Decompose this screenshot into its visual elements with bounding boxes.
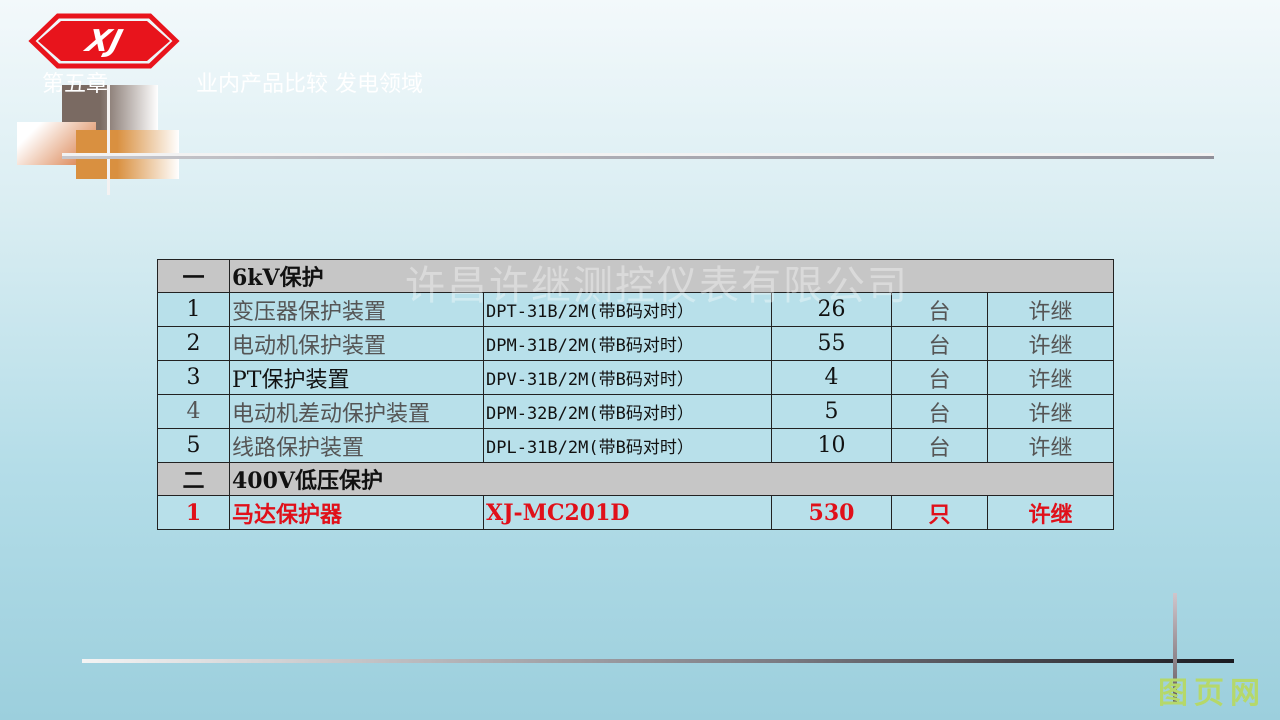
section-number: 一 (157, 259, 230, 293)
site-watermark: 图页网 (1158, 676, 1266, 711)
manufacturer: 许继 (987, 495, 1114, 530)
product-name: 线路保护装置 (229, 428, 484, 463)
row-number: 5 (157, 428, 230, 463)
product-model: DPV-31B/2M(带B码对时） (483, 360, 772, 395)
decor-line (107, 85, 110, 195)
unit: 台 (891, 360, 988, 395)
divider-shadow (62, 156, 1214, 159)
product-name: 马达保护器 (229, 495, 484, 530)
product-name: 电动机保护装置 (229, 326, 484, 361)
row-number: 4 (157, 394, 230, 429)
manufacturer: 许继 (987, 394, 1114, 429)
table-row: 1 变压器保护装置 DPT-31B/2M(带B码对时） 26 台 许继 (157, 292, 1114, 327)
section-title: 6kV保护 (229, 259, 1114, 293)
product-name: 电动机差动保护装置 (229, 394, 484, 429)
table-row: 5 线路保护装置 DPL-31B/2M(带B码对时） 10 台 许继 (157, 428, 1114, 463)
product-name: PT保护装置 (229, 360, 484, 395)
row-number: 1 (157, 292, 230, 327)
footer-line (82, 659, 1234, 663)
row-number: 1 (157, 495, 230, 530)
manufacturer: 许继 (987, 326, 1114, 361)
product-model: DPL-31B/2M(带B码对时） (483, 428, 772, 463)
manufacturer: 许继 (987, 360, 1114, 395)
unit: 台 (891, 394, 988, 429)
quantity: 10 (771, 428, 892, 463)
product-table: 一 6kV保护 1 变压器保护装置 DPT-31B/2M(带B码对时） 26 台 许… (157, 259, 1114, 530)
quantity: 26 (771, 292, 892, 327)
product-model: DPM-31B/2M(带B码对时） (483, 326, 772, 361)
unit: 只 (891, 495, 988, 530)
divider (62, 153, 1214, 156)
table-row: 3 PT保护装置 DPV-31B/2M(带B码对时） 4 台 许继 (157, 360, 1114, 395)
slide-title: 业内产品比较 发电领域 (196, 72, 423, 97)
quantity: 55 (771, 326, 892, 361)
table-row: 1 马达保护器 XJ-MC201D 530 只 许继 (157, 495, 1114, 530)
manufacturer: 许继 (987, 292, 1114, 327)
product-model: XJ-MC201D (483, 495, 772, 530)
footer-vline (1173, 593, 1177, 703)
unit: 台 (891, 428, 988, 463)
row-number: 2 (157, 326, 230, 361)
row-number: 3 (157, 360, 230, 395)
product-model: DPT-31B/2M(带B码对时） (483, 292, 772, 327)
section-row: 二 400V低压保护 (157, 462, 1114, 496)
quantity: 4 (771, 360, 892, 395)
section-title: 400V低压保护 (229, 462, 1114, 496)
watermark: 许昌许继测控仪表有限公司 (405, 263, 909, 309)
chapter-label: 第五章 (42, 72, 109, 97)
product-name: 变压器保护装置 (229, 292, 484, 327)
table-row: 2 电动机保护装置 DPM-31B/2M(带B码对时） 55 台 许继 (157, 326, 1114, 361)
quantity: 5 (771, 394, 892, 429)
section-number: 二 (157, 462, 230, 496)
quantity: 530 (771, 495, 892, 530)
manufacturer: 许继 (987, 428, 1114, 463)
table-row: 4 电动机差动保护装置 DPM-32B/2M(带B码对时） 5 台 许继 (157, 394, 1114, 429)
product-model: DPM-32B/2M(带B码对时） (483, 394, 772, 429)
unit: 台 (891, 326, 988, 361)
section-row: 一 6kV保护 (157, 259, 1114, 293)
xj-logo: XJ (28, 13, 180, 69)
